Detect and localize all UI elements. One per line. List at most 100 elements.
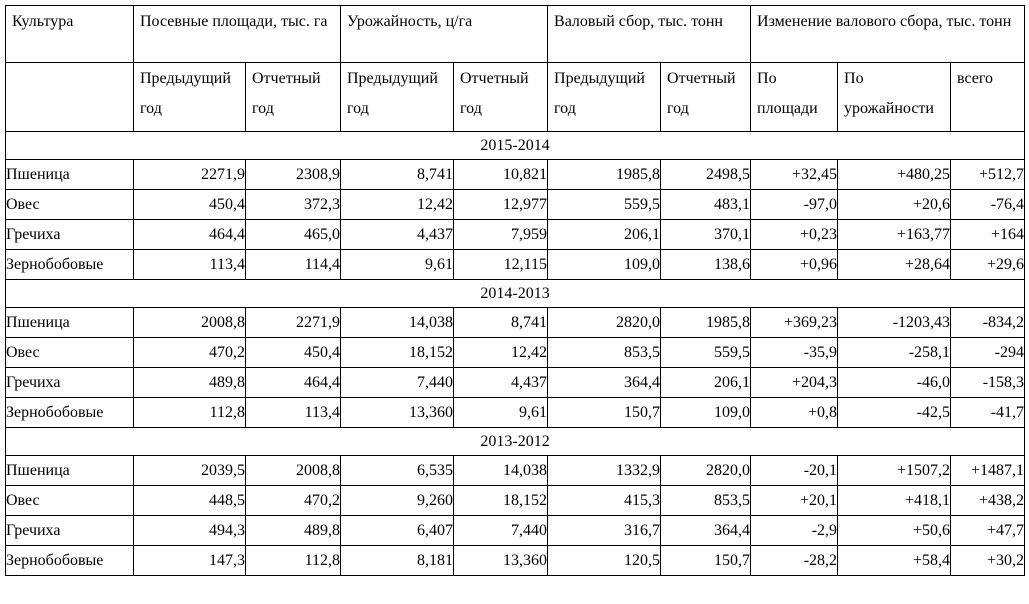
value-cell: -41,7 xyxy=(950,397,1026,428)
group-header-harvest-change: Изменение валового сбора, тыс. тонн xyxy=(750,5,1026,63)
value-cell: 450,4 xyxy=(133,189,246,220)
value-cell: -2,9 xyxy=(750,515,839,546)
value-cell: 206,1 xyxy=(547,219,662,250)
value-cell: 364,4 xyxy=(547,367,662,398)
value-cell: +0,8 xyxy=(750,397,839,428)
culture-cell: Пшеница xyxy=(5,159,134,190)
value-cell: 2498,5 xyxy=(660,159,752,190)
value-cell: 150,7 xyxy=(547,397,662,428)
value-cell: 853,5 xyxy=(660,485,752,516)
value-cell: -76,4 xyxy=(950,189,1026,220)
value-cell: 489,8 xyxy=(133,367,246,398)
value-cell: 14,038 xyxy=(340,307,454,338)
value-cell: 2008,8 xyxy=(133,307,246,338)
value-cell: 2820,0 xyxy=(547,307,662,338)
table-row: Овес 448,5 470,2 9,260 18,152 415,3 853,… xyxy=(5,485,1026,516)
value-cell: 2271,9 xyxy=(245,307,341,338)
value-cell: +1507,2 xyxy=(837,455,952,486)
value-cell: +204,3 xyxy=(750,367,839,398)
value-cell: 464,4 xyxy=(133,219,246,250)
value-cell: 9,61 xyxy=(452,397,549,428)
table-row: Пшеница 2039,5 2008,8 6,535 14,038 1332,… xyxy=(5,455,1026,486)
culture-cell: Гречиха xyxy=(5,367,134,398)
culture-cell: Пшеница xyxy=(5,455,134,486)
value-cell: 1332,9 xyxy=(547,455,662,486)
table-row: Зернобобовые 112,8 113,4 13,360 9,61 150… xyxy=(5,397,1026,428)
value-cell: 138,6 xyxy=(660,249,752,280)
period-band: 2013-2012 xyxy=(4,427,1026,456)
value-cell: 147,3 xyxy=(133,545,246,576)
sub-header-change-by-yield: По урожайности xyxy=(837,62,952,132)
sub-header-yield-prev-year: Предыдущий год xyxy=(340,62,454,132)
value-cell: -97,0 xyxy=(750,189,839,220)
value-cell: 13,360 xyxy=(452,545,549,576)
value-cell: 113,4 xyxy=(245,397,341,428)
header-row-subcolumns: Предыдущий год Отчетный год Предыдущий г… xyxy=(5,62,1026,132)
value-cell: -158,3 xyxy=(950,367,1026,398)
value-cell: 8,181 xyxy=(340,545,454,576)
sub-header-change-total: всего xyxy=(950,62,1026,132)
value-cell: -258,1 xyxy=(837,337,952,368)
value-cell: 9,61 xyxy=(340,249,454,280)
value-cell: +0,23 xyxy=(750,219,839,250)
value-cell: 2271,9 xyxy=(133,159,246,190)
value-cell: 12,42 xyxy=(340,189,454,220)
value-cell: 12,115 xyxy=(452,249,549,280)
value-cell: 7,959 xyxy=(452,219,549,250)
value-cell: +32,45 xyxy=(750,159,839,190)
value-cell: +29,6 xyxy=(950,249,1026,280)
value-cell: 13,360 xyxy=(340,397,454,428)
table-row: Гречиха 494,3 489,8 6,407 7,440 316,7 36… xyxy=(5,515,1026,546)
value-cell: 470,2 xyxy=(133,337,246,368)
group-header-sown-area: Посевные площади, тыс. га xyxy=(133,5,341,63)
value-cell: 7,440 xyxy=(340,367,454,398)
crops-statistics-table: Культура Посевные площади, тыс. га Урожа… xyxy=(4,5,1026,576)
value-cell: 120,5 xyxy=(547,545,662,576)
value-cell: +1487,1 xyxy=(950,455,1026,486)
table-row: Зернобобовые 147,3 112,8 8,181 13,360 12… xyxy=(5,545,1026,576)
value-cell: 8,741 xyxy=(452,307,549,338)
value-cell: 112,8 xyxy=(133,397,246,428)
value-cell: 464,4 xyxy=(245,367,341,398)
value-cell: +47,7 xyxy=(950,515,1026,546)
value-cell: 4,437 xyxy=(340,219,454,250)
value-cell: 18,152 xyxy=(452,485,549,516)
table-row: Гречиха 489,8 464,4 7,440 4,437 364,4 20… xyxy=(5,367,1026,398)
value-cell: +58,4 xyxy=(837,545,952,576)
column-header-culture: Культура xyxy=(5,5,134,63)
period-band-row: 2013-2012 xyxy=(4,427,1026,456)
value-cell: 470,2 xyxy=(245,485,341,516)
period-band-row: 2015-2014 xyxy=(4,131,1026,160)
period-band: 2014-2013 xyxy=(4,279,1026,308)
value-cell: 12,42 xyxy=(452,337,549,368)
value-cell: +20,6 xyxy=(837,189,952,220)
value-cell: 489,8 xyxy=(245,515,341,546)
culture-cell: Гречиха xyxy=(5,515,134,546)
culture-cell: Овес xyxy=(5,189,134,220)
value-cell: 112,8 xyxy=(245,545,341,576)
value-cell: +438,2 xyxy=(950,485,1026,516)
value-cell: 10,821 xyxy=(452,159,549,190)
empty-header-cell xyxy=(5,62,134,132)
value-cell: 2008,8 xyxy=(245,455,341,486)
table-row: Овес 450,4 372,3 12,42 12,977 559,5 483,… xyxy=(5,189,1026,220)
value-cell: 14,038 xyxy=(452,455,549,486)
value-cell: -20,1 xyxy=(750,455,839,486)
value-cell: 2308,9 xyxy=(245,159,341,190)
value-cell: 2820,0 xyxy=(660,455,752,486)
value-cell: 109,0 xyxy=(547,249,662,280)
value-cell: 316,7 xyxy=(547,515,662,546)
culture-cell: Зернобобовые xyxy=(5,249,134,280)
value-cell: 4,437 xyxy=(452,367,549,398)
value-cell: +164 xyxy=(950,219,1026,250)
value-cell: 448,5 xyxy=(133,485,246,516)
table-row: Гречиха 464,4 465,0 4,437 7,959 206,1 37… xyxy=(5,219,1026,250)
period-band-row: 2014-2013 xyxy=(4,279,1026,308)
value-cell: 9,260 xyxy=(340,485,454,516)
sub-header-gross-report-year: Отчетный год xyxy=(660,62,752,132)
value-cell: 150,7 xyxy=(660,545,752,576)
value-cell: 6,407 xyxy=(340,515,454,546)
sub-header-change-by-area: По площади xyxy=(750,62,839,132)
value-cell: 370,1 xyxy=(660,219,752,250)
